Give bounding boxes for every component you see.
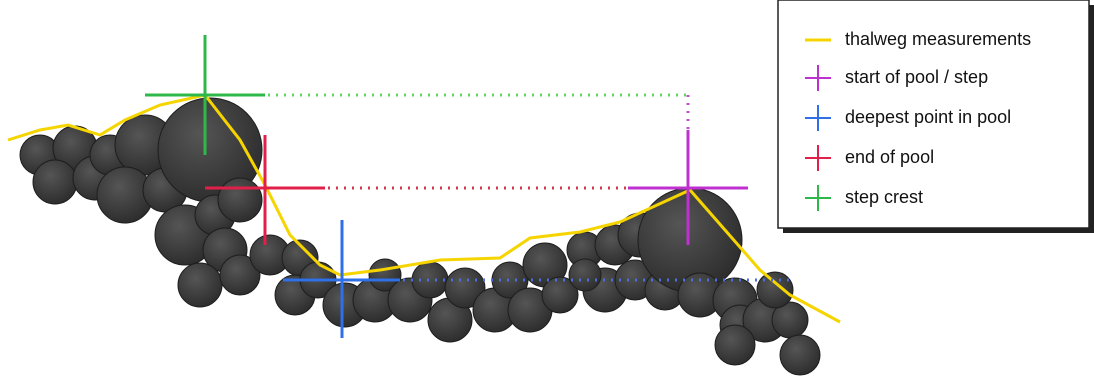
boulders [20, 98, 820, 375]
legend-label: step crest [845, 187, 923, 207]
legend-label: deepest point in pool [845, 107, 1011, 127]
legend: thalweg measurements start of pool / ste… [778, 0, 1094, 233]
legend-label: thalweg measurements [845, 29, 1031, 49]
legend-label: end of pool [845, 147, 934, 167]
legend-label: start of pool / step [845, 67, 988, 87]
diagram: thalweg measurements start of pool / ste… [0, 0, 1094, 380]
